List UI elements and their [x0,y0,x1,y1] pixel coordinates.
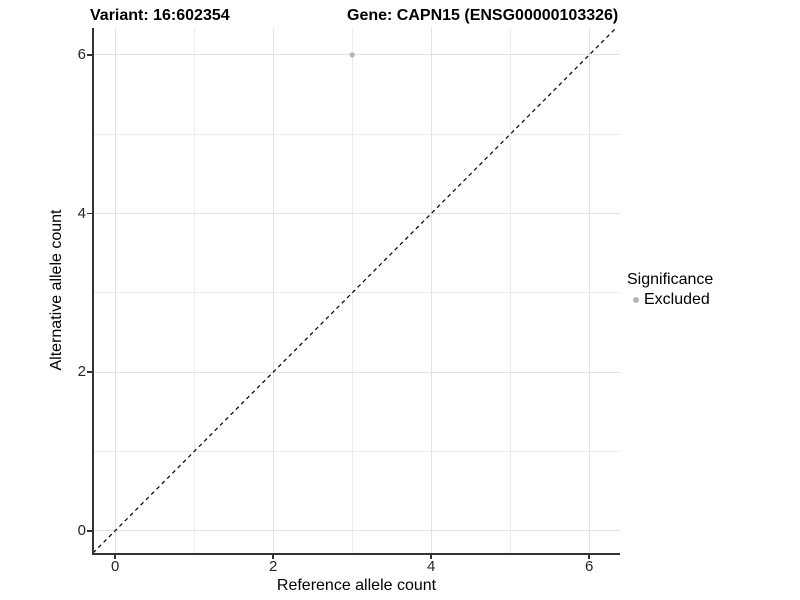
x-tick-label: 2 [268,558,278,575]
x-tick-mark [430,554,432,559]
y-tick-label: 2 [77,363,86,381]
y-tick-mark [87,371,92,373]
plot-canvas [92,27,617,554]
gridline-horizontal-minor [93,133,620,135]
y-tick-label: 6 [77,45,86,63]
gridline-horizontal-minor [93,292,620,294]
x-tick-label: 6 [585,558,594,575]
gridline-vertical-minor [193,28,195,553]
y-tick-mark [87,212,92,215]
legend: Significance Excluded [627,271,713,309]
gridline-vertical-major [430,28,432,553]
x-tick-mark [272,554,274,559]
y-tick-label: 4 [77,204,86,222]
gridline-vertical-major [588,28,590,553]
gridline-vertical-minor [351,28,353,553]
plot-title-gene: Gene: CAPN15 (ENSG00000103326) [347,7,619,24]
y-tick-label: 0 [77,521,86,539]
x-tick-label: 0 [110,558,120,575]
identity-reference-line [92,27,617,554]
gridline-vertical-minor [509,28,511,553]
legend-item-label: Excluded [644,291,710,308]
y-axis-label: Alternative allele count [48,209,65,371]
x-tick-label: 4 [426,558,436,575]
x-tick-mark [588,554,590,559]
gridline-horizontal-major [93,530,620,532]
data-point-excluded [349,52,355,58]
x-axis-label: Reference allele count [276,577,437,594]
y-tick-mark [87,530,92,532]
plot-panel [92,27,620,554]
x-tick-mark [114,554,116,559]
y-tick-mark [87,54,92,56]
x-axis-line [92,553,620,555]
legend-title: Significance [627,271,714,288]
y-axis-line [92,28,94,554]
gridline-vertical-major [114,28,116,553]
gridline-horizontal-minor [93,450,620,452]
gridline-horizontal-major [93,371,620,373]
legend-point-icon [633,297,639,303]
gridline-horizontal-major [93,54,620,56]
gridline-vertical-major [272,28,274,553]
legend-item-excluded: Excluded [633,291,713,309]
gridline-horizontal-major [93,213,620,215]
plot-title-variant: Variant: 16:602354 [90,7,230,24]
